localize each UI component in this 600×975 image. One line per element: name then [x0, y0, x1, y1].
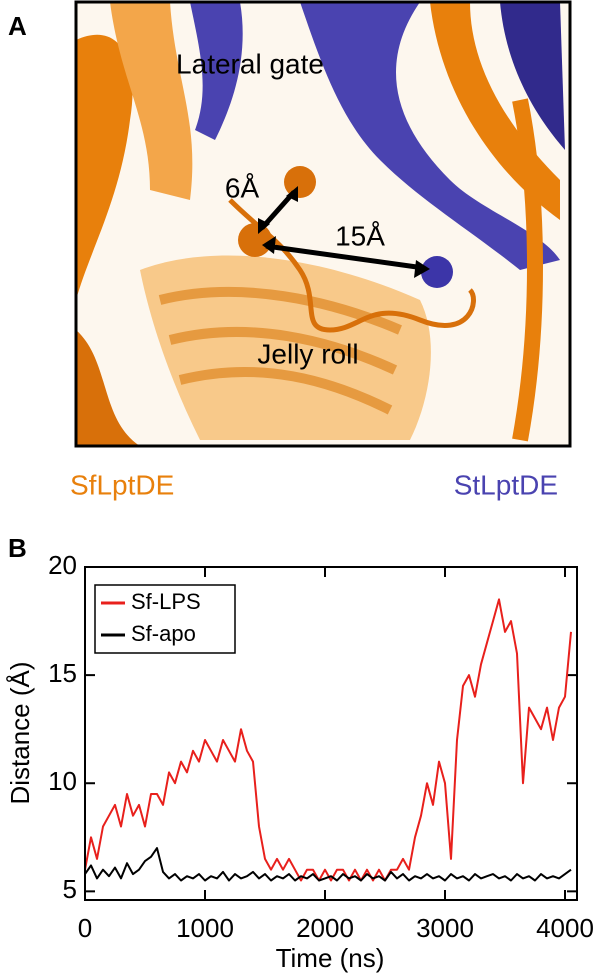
ribbon: [300, 2, 560, 270]
ribbon: [190, 2, 243, 140]
ribbon: [158, 287, 402, 415]
x-tick-label: 4000: [536, 913, 594, 943]
x-tick-label: 0: [78, 913, 92, 943]
legend-box: [94, 584, 236, 654]
y-tick-label: 15: [48, 658, 77, 688]
panel-label: A: [8, 11, 27, 41]
annotation: 15Å: [335, 220, 385, 251]
image-frame: [74, 0, 572, 448]
ribbon: [110, 2, 193, 200]
y-axis-title: Distance (Å): [5, 661, 35, 804]
arrowhead: [286, 186, 298, 202]
legend-label: Sf-apo: [131, 621, 196, 646]
annotation: Lateral gate: [176, 48, 324, 79]
data-line: [84, 847, 572, 882]
atom: [238, 223, 272, 257]
annotation: 6Å: [225, 172, 260, 203]
y-tick-label: 5: [63, 874, 77, 904]
atom: [421, 256, 453, 288]
distance-arrow: [260, 190, 425, 271]
x-axis-title: Time (ns): [276, 943, 385, 973]
atom: [284, 166, 316, 198]
x-tick-label: 1000: [176, 913, 234, 943]
arrowhead: [258, 218, 270, 234]
legend-label: StLptDE: [454, 469, 558, 500]
legend-label: SfLptDE: [70, 469, 174, 500]
ribbon: [76, 34, 133, 300]
ribbon: [512, 98, 543, 442]
data-line: [84, 598, 572, 882]
y-tick-label: 20: [48, 550, 77, 580]
ribbon: [76, 330, 140, 446]
y-tick-label: 10: [48, 766, 77, 796]
plot-frame: [84, 566, 578, 901]
legend-label: Sf-LPS: [131, 589, 201, 614]
x-tick-label: 2000: [296, 913, 354, 943]
annotation: Jelly roll: [257, 338, 358, 369]
ribbon: [500, 2, 565, 150]
arrowhead: [262, 236, 276, 254]
panel-label: B: [8, 533, 27, 563]
x-tick-label: 3000: [416, 913, 474, 943]
arrowhead: [414, 260, 430, 278]
structure-image: [76, 2, 570, 446]
